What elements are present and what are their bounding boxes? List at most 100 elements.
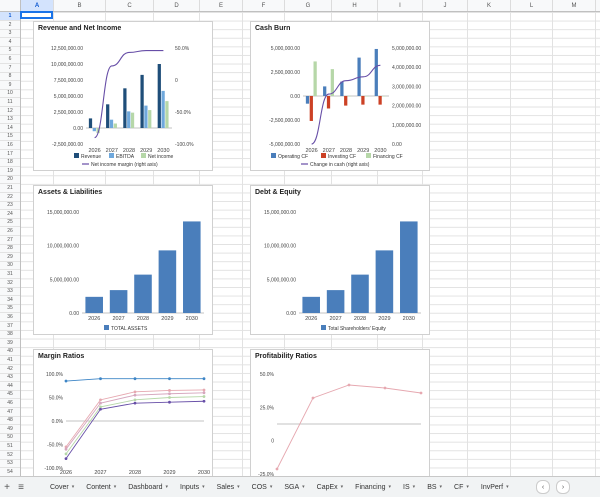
dropdown-arrow-icon[interactable]: ▾ bbox=[302, 484, 305, 490]
row-header-51[interactable]: 51 bbox=[0, 442, 20, 451]
all-sheets-menu-icon[interactable]: ≡ bbox=[18, 481, 24, 493]
chart-margin-ratios[interactable]: Margin Ratios 100.0% 50.0% 0.0% -50.0% -100.… bbox=[33, 349, 213, 476]
dropdown-arrow-icon[interactable]: ▾ bbox=[165, 484, 169, 490]
row-header-33[interactable]: 33 bbox=[0, 287, 20, 297]
column-header-c[interactable]: C bbox=[106, 0, 154, 11]
row-header-9[interactable]: 9 bbox=[0, 81, 20, 90]
row-header-10[interactable]: 10 bbox=[0, 89, 20, 99]
row-header-48[interactable]: 48 bbox=[0, 416, 20, 426]
sheet-tab-cf[interactable]: CF ▾ bbox=[448, 480, 475, 494]
column-header-g[interactable]: G bbox=[285, 0, 332, 11]
row-header-8[interactable]: 8 bbox=[0, 72, 20, 82]
sheet-tab-sga[interactable]: SGA ▾ bbox=[278, 480, 310, 494]
row-header-53[interactable]: 53 bbox=[0, 459, 20, 469]
row-header-13[interactable]: 13 bbox=[0, 115, 20, 125]
dropdown-arrow-icon[interactable]: ▾ bbox=[412, 484, 416, 490]
column-header-d[interactable]: D bbox=[154, 0, 200, 11]
column-header-l[interactable]: L bbox=[511, 0, 553, 11]
sheet-tab-cos[interactable]: COS ▾ bbox=[246, 480, 279, 494]
row-header-24[interactable]: 24 bbox=[0, 210, 20, 219]
sheet-tab-invperf[interactable]: InvPerf ▾ bbox=[475, 480, 515, 494]
sheet-tab-sales[interactable]: Sales ▾ bbox=[211, 480, 246, 494]
row-header-4[interactable]: 4 bbox=[0, 38, 20, 47]
selected-cell-a1[interactable] bbox=[20, 11, 53, 19]
row-header-42[interactable]: 42 bbox=[0, 365, 20, 374]
row-header-47[interactable]: 47 bbox=[0, 408, 20, 417]
row-header-40[interactable]: 40 bbox=[0, 347, 20, 357]
dropdown-arrow-icon[interactable]: ▾ bbox=[113, 484, 117, 490]
row-header-45[interactable]: 45 bbox=[0, 390, 20, 400]
chart-debt-equity[interactable]: Debt & Equity 15,000,000.00 10,000,000.00… bbox=[250, 185, 430, 335]
chart-assets-liabilities[interactable]: Assets & Liabilities 15,000,000.00 10,000… bbox=[33, 185, 213, 335]
sheet-tab-bs[interactable]: BS ▾ bbox=[421, 480, 448, 494]
column-header-k[interactable]: K bbox=[468, 0, 511, 11]
column-header-m[interactable]: M bbox=[553, 0, 596, 11]
sheet-tab-inputs[interactable]: Inputs ▾ bbox=[174, 480, 211, 494]
row-header-29[interactable]: 29 bbox=[0, 253, 20, 262]
column-header-j[interactable]: J bbox=[423, 0, 468, 11]
row-header-43[interactable]: 43 bbox=[0, 373, 20, 383]
row-header-49[interactable]: 49 bbox=[0, 425, 20, 434]
row-header-39[interactable]: 39 bbox=[0, 339, 20, 348]
dropdown-arrow-icon[interactable]: ▾ bbox=[388, 484, 392, 490]
select-all-corner[interactable] bbox=[0, 0, 21, 11]
row-header-44[interactable]: 44 bbox=[0, 382, 20, 391]
dropdown-arrow-icon[interactable]: ▾ bbox=[71, 484, 75, 490]
dropdown-arrow-icon[interactable]: ▾ bbox=[466, 484, 469, 490]
row-header-1[interactable]: 1 bbox=[0, 12, 20, 21]
column-header-n[interactable]: N bbox=[596, 0, 600, 11]
row-header-22[interactable]: 22 bbox=[0, 193, 20, 202]
column-header-i[interactable]: I bbox=[378, 0, 423, 11]
row-header-3[interactable]: 3 bbox=[0, 29, 20, 39]
sheet-tab-dashboard[interactable]: Dashboard ▾ bbox=[122, 480, 174, 494]
sheet-tab-cover[interactable]: Cover ▾ bbox=[44, 480, 80, 494]
row-header-15[interactable]: 15 bbox=[0, 132, 20, 142]
row-header-20[interactable]: 20 bbox=[0, 175, 20, 185]
add-sheet-icon[interactable]: + bbox=[4, 481, 10, 493]
row-header-5[interactable]: 5 bbox=[0, 46, 20, 56]
column-header-a[interactable]: A bbox=[21, 0, 54, 11]
row-header-30[interactable]: 30 bbox=[0, 261, 20, 271]
row-header-46[interactable]: 46 bbox=[0, 399, 20, 408]
chart-cash-burn[interactable]: Cash Burn 5,000,000.00 2,500,000.00 0.00 -2… bbox=[250, 21, 430, 171]
row-header-14[interactable]: 14 bbox=[0, 124, 20, 133]
row-header-26[interactable]: 26 bbox=[0, 227, 20, 236]
row-header-25[interactable]: 25 bbox=[0, 218, 20, 228]
column-header-e[interactable]: E bbox=[200, 0, 243, 11]
row-header-38[interactable]: 38 bbox=[0, 330, 20, 340]
row-header-16[interactable]: 16 bbox=[0, 141, 20, 150]
dropdown-arrow-icon[interactable]: ▾ bbox=[269, 484, 273, 490]
row-header-37[interactable]: 37 bbox=[0, 322, 20, 331]
scroll-tabs-left-icon[interactable]: ‹ bbox=[536, 480, 550, 494]
chart-revenue-net-income[interactable]: Revenue and Net Income 12,500,000.00 10,0… bbox=[33, 21, 213, 171]
row-header-12[interactable]: 12 bbox=[0, 107, 20, 116]
row-header-34[interactable]: 34 bbox=[0, 296, 20, 305]
row-header-23[interactable]: 23 bbox=[0, 201, 20, 211]
column-header-h[interactable]: H bbox=[332, 0, 378, 11]
row-header-50[interactable]: 50 bbox=[0, 433, 20, 443]
row-header-32[interactable]: 32 bbox=[0, 279, 20, 288]
row-header-52[interactable]: 52 bbox=[0, 451, 20, 460]
sheet-tab-content[interactable]: Content ▾ bbox=[80, 480, 122, 494]
row-header-35[interactable]: 35 bbox=[0, 304, 20, 314]
row-header-6[interactable]: 6 bbox=[0, 55, 20, 64]
dropdown-arrow-icon[interactable]: ▾ bbox=[439, 484, 443, 490]
sheet-tab-capex[interactable]: CapEx ▾ bbox=[311, 480, 350, 494]
column-header-f[interactable]: F bbox=[243, 0, 285, 11]
dropdown-arrow-icon[interactable]: ▾ bbox=[506, 484, 509, 490]
row-header-41[interactable]: 41 bbox=[0, 356, 20, 365]
row-header-2[interactable]: 2 bbox=[0, 21, 20, 30]
dropdown-arrow-icon[interactable]: ▾ bbox=[340, 484, 344, 490]
row-header-54[interactable]: 54 bbox=[0, 468, 20, 476]
row-header-27[interactable]: 27 bbox=[0, 236, 20, 245]
row-header-11[interactable]: 11 bbox=[0, 98, 20, 107]
sheet-tab-financing[interactable]: Financing ▾ bbox=[349, 480, 397, 494]
dropdown-arrow-icon[interactable]: ▾ bbox=[237, 484, 240, 490]
sheet-tab-is[interactable]: IS ▾ bbox=[397, 480, 421, 494]
row-header-21[interactable]: 21 bbox=[0, 184, 20, 193]
row-header-36[interactable]: 36 bbox=[0, 313, 20, 322]
row-header-28[interactable]: 28 bbox=[0, 244, 20, 254]
column-header-b[interactable]: B bbox=[54, 0, 106, 11]
row-header-7[interactable]: 7 bbox=[0, 64, 20, 73]
row-header-19[interactable]: 19 bbox=[0, 167, 20, 176]
